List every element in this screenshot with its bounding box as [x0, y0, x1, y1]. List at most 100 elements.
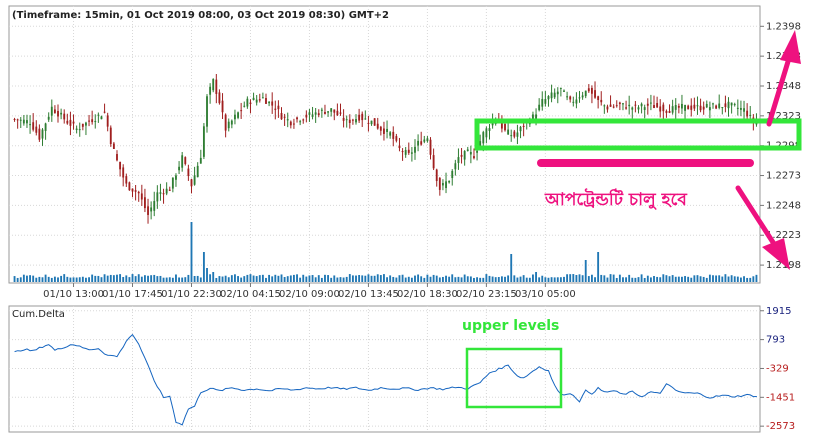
volume-bar [78, 277, 81, 282]
volume-bar [715, 275, 718, 282]
volume-bar [463, 274, 466, 282]
volume-bar [97, 275, 100, 282]
volume-bar [435, 275, 438, 282]
volume-bar [150, 275, 153, 282]
candle-body [327, 111, 330, 113]
volume-bar [106, 275, 109, 282]
volume-bar [507, 275, 510, 282]
volume-bar [460, 277, 463, 282]
price-tick-label: 1.2348 [766, 81, 801, 92]
volume-bar [35, 277, 38, 282]
volume-bar [491, 276, 494, 282]
candle-body [215, 79, 218, 94]
volume-bar [538, 277, 541, 282]
candle-body [283, 116, 286, 118]
candle-body [85, 122, 87, 126]
volume-bar [103, 274, 106, 282]
volume-bar [153, 274, 156, 282]
volume-bar [274, 274, 277, 282]
candle-body [429, 139, 432, 155]
volume-bar [29, 275, 32, 282]
volume-bar [448, 276, 451, 282]
candle-body [500, 118, 503, 129]
price-tick-label: 1.2273 [766, 171, 801, 182]
volume-bar [550, 277, 553, 282]
volume-bar [72, 277, 75, 282]
candle-body [702, 106, 705, 110]
candle-body [386, 128, 388, 132]
volume-bar [581, 275, 584, 282]
candle-body [50, 106, 53, 116]
candle-body [519, 126, 522, 132]
volume-bar [140, 276, 143, 282]
candle-body [532, 114, 534, 120]
x-tick-label: 01/10 22:30 [161, 289, 222, 300]
volume-bar [370, 275, 373, 282]
candle-body [578, 97, 581, 99]
candle-body [122, 167, 125, 178]
volume-bar [466, 276, 469, 282]
candle-body [268, 101, 271, 104]
volume-bar [268, 274, 271, 282]
volume-bar [53, 276, 56, 282]
candle-body [389, 132, 392, 136]
volume-bar [417, 274, 420, 282]
candle-body [600, 99, 603, 103]
volume-bar [637, 277, 640, 282]
volume-bar [249, 274, 252, 282]
candle-body [615, 105, 618, 107]
candle-body [665, 110, 668, 113]
volume-bar [131, 274, 134, 282]
volume-bar [317, 275, 320, 282]
candle-body [438, 177, 441, 190]
volume-bar [243, 276, 246, 282]
volume-bar [634, 277, 637, 282]
volume-bar [572, 274, 575, 282]
volume-bar [168, 277, 171, 282]
price-tick-label: 1.2398 [766, 21, 801, 32]
candle-body [457, 157, 460, 163]
volume-bar [383, 274, 385, 282]
volume-bar [566, 274, 569, 282]
candle-body [668, 111, 671, 113]
price-panel-frame [8, 5, 761, 284]
delta-panel-frame [8, 305, 761, 433]
candle-body [451, 170, 454, 179]
candle-body [581, 95, 584, 98]
candle-body [209, 86, 212, 95]
volume-bar [367, 274, 370, 282]
candle-body [202, 126, 205, 157]
candle-body [35, 126, 38, 133]
candle-body [746, 110, 749, 117]
volume-bar [438, 277, 441, 282]
candle-body [348, 119, 351, 123]
volume-bar [314, 277, 317, 282]
candle-body [739, 107, 742, 110]
volume-bar [677, 276, 680, 282]
candle-body [674, 105, 677, 110]
candle-body [528, 123, 531, 125]
delta-tick-label: -1451 [766, 392, 795, 403]
candle-body [277, 105, 280, 110]
candle-body [249, 102, 252, 105]
delta-panel-label: Cum.Delta [12, 309, 65, 320]
candle-body [587, 88, 590, 92]
volume-bar [563, 276, 565, 282]
candle-body [271, 101, 274, 106]
candle-body [504, 123, 506, 131]
candle-body [718, 103, 721, 108]
volume-bar [348, 274, 351, 282]
candle-body [255, 99, 258, 103]
candle-body [187, 168, 190, 177]
candle-body [376, 123, 379, 129]
volume-bar [299, 277, 302, 282]
volume-bar [218, 276, 221, 282]
volume-bar [612, 274, 615, 282]
volume-bar [414, 275, 416, 282]
candle-body [38, 128, 41, 140]
candle-body [134, 190, 137, 192]
candle-body [420, 141, 423, 145]
x-tick-label: 02/10 04:15 [220, 289, 281, 300]
candle-body [237, 112, 239, 118]
candle-body [94, 121, 97, 123]
